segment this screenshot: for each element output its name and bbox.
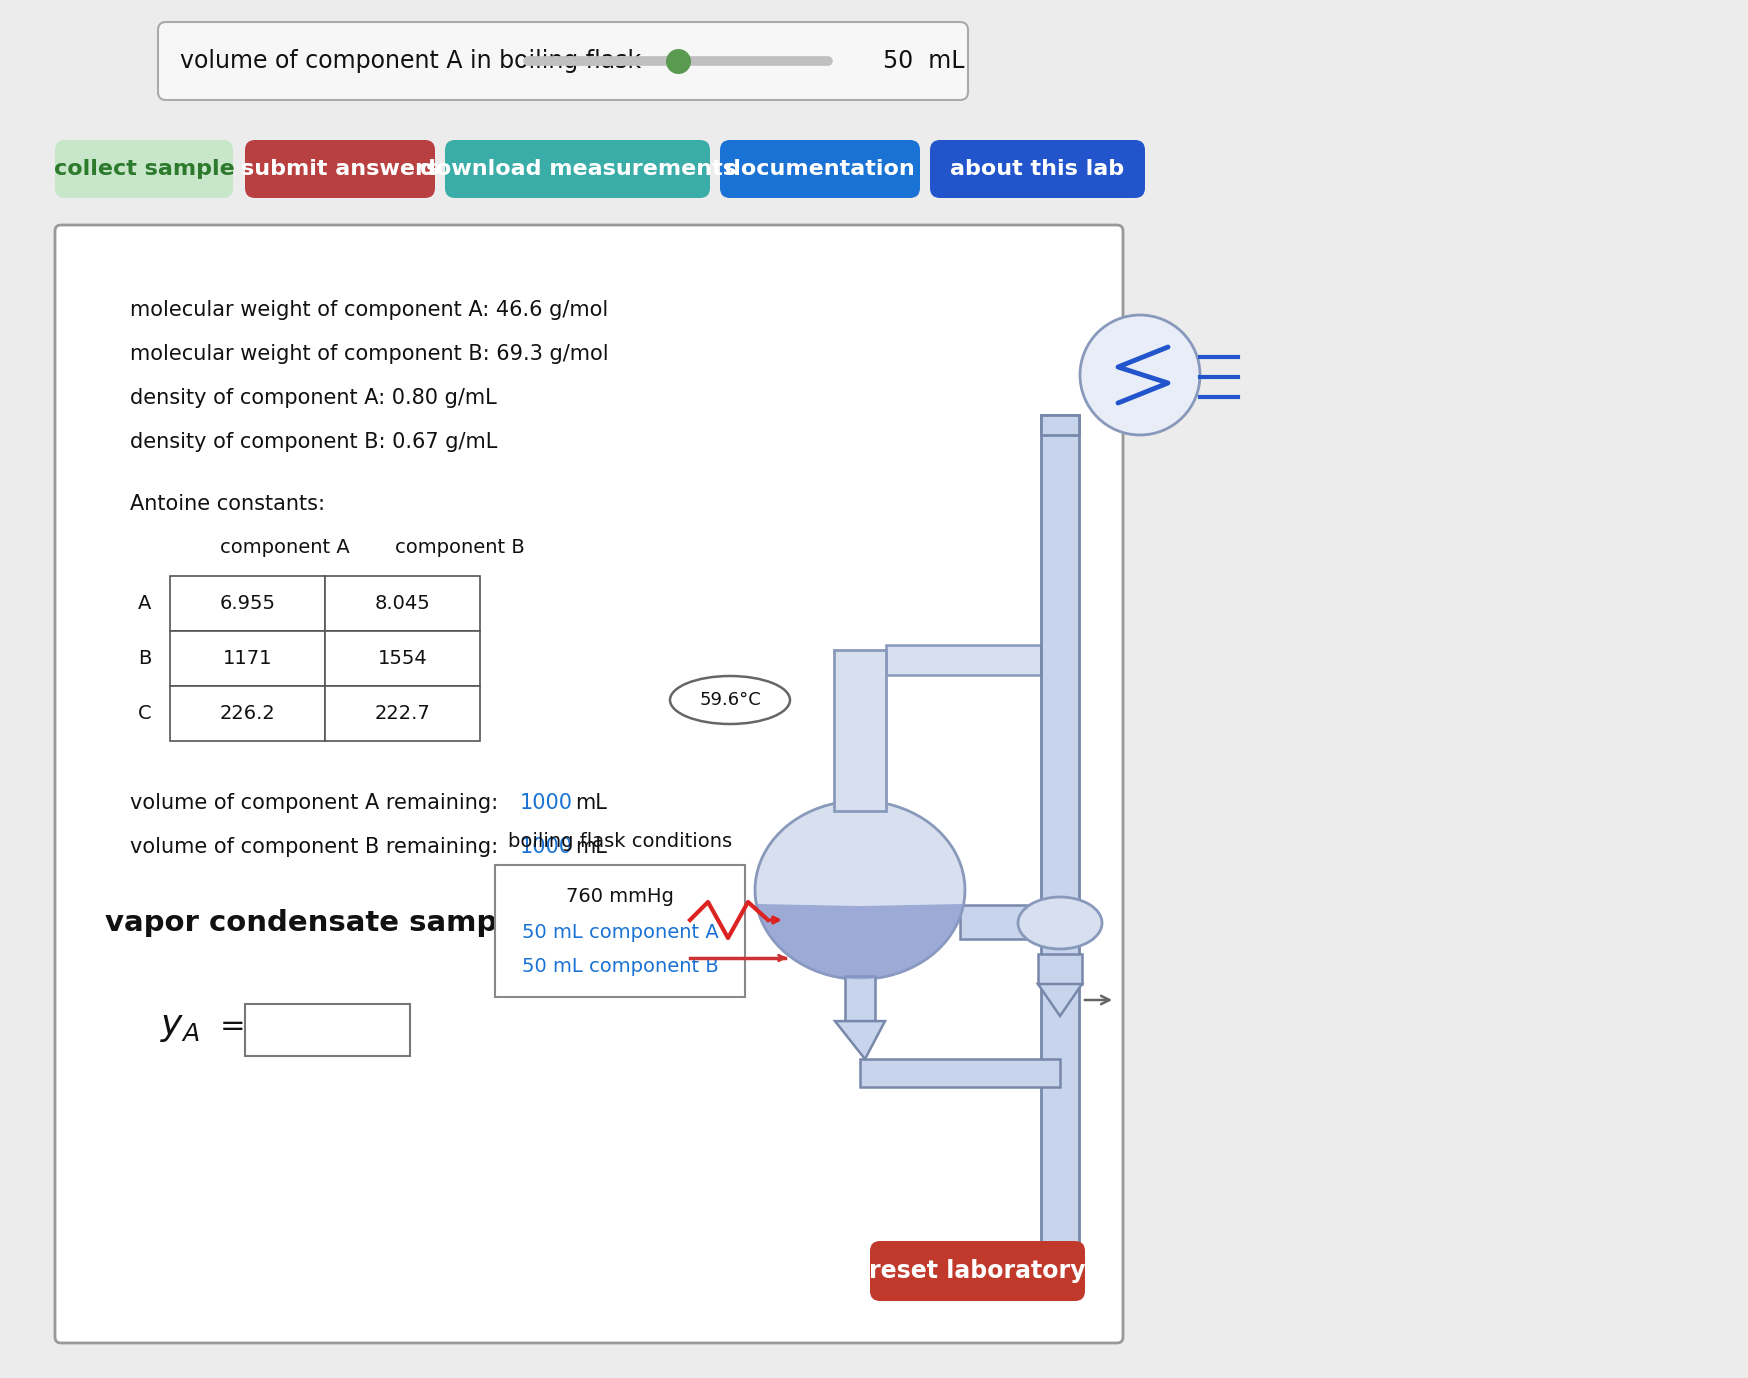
Text: 760 mmHg: 760 mmHg [566,887,675,907]
Bar [325,686,481,741]
FancyBboxPatch shape [930,141,1145,198]
FancyBboxPatch shape [157,22,968,101]
Text: component B: component B [395,537,524,557]
Text: density of component B: 0.67 g/mL: density of component B: 0.67 g/mL [129,431,498,452]
Text: $y_A$: $y_A$ [161,1010,199,1045]
Bar [1042,415,1079,435]
Text: 50 mL component B: 50 mL component B [521,956,718,976]
Bar [325,576,481,631]
Polygon shape [836,1021,884,1060]
Bar [170,576,325,631]
Text: download measurements: download measurements [420,158,736,179]
Text: density of component A: 0.80 g/mL: density of component A: 0.80 g/mL [129,389,496,408]
Text: 222.7: 222.7 [374,704,430,723]
FancyBboxPatch shape [54,141,232,198]
Bar [170,631,325,686]
Text: B: B [138,649,152,668]
Text: volume of component A remaining:: volume of component A remaining: [129,792,505,813]
Text: =: = [220,1013,246,1042]
FancyBboxPatch shape [720,141,919,198]
Text: submit answers: submit answers [241,158,439,179]
FancyBboxPatch shape [446,141,710,198]
Bar [170,686,325,741]
Text: 1000: 1000 [519,792,573,813]
FancyBboxPatch shape [871,1242,1086,1301]
Bar [495,865,745,998]
Text: 1000: 1000 [519,836,573,857]
Text: C: C [138,704,152,723]
Text: molecular weight of component B: 69.3 g/mol: molecular weight of component B: 69.3 g/… [129,344,608,364]
Polygon shape [755,801,965,980]
Text: A: A [138,594,152,613]
Text: component A: component A [220,537,350,557]
Text: boiling flask conditions: boiling flask conditions [509,832,732,852]
Text: 1554: 1554 [378,649,427,668]
Text: volume of component A in boiling flask: volume of component A in boiling flask [180,50,642,73]
Ellipse shape [669,677,790,723]
Text: mL: mL [575,792,607,813]
Text: about this lab: about this lab [951,158,1124,179]
Bar [1120,415,1159,430]
Ellipse shape [1017,897,1101,949]
Bar [1042,415,1079,1283]
Text: 50  mL: 50 mL [883,50,965,73]
Bar [886,645,1042,675]
Bar [960,905,1059,938]
Text: 226.2: 226.2 [220,704,276,723]
Circle shape [1080,316,1199,435]
Polygon shape [757,904,963,980]
Bar [834,650,886,812]
FancyBboxPatch shape [54,225,1122,1344]
FancyBboxPatch shape [245,141,435,198]
Bar [1038,954,1082,984]
Text: 8.045: 8.045 [374,594,430,613]
Text: collect sample: collect sample [54,158,234,179]
Text: 1171: 1171 [222,649,273,668]
Text: volume of component B remaining:: volume of component B remaining: [129,836,505,857]
Bar [860,1060,1059,1087]
Text: documentation: documentation [725,158,914,179]
Text: 50 mL component A: 50 mL component A [521,923,718,943]
Text: reset laboratory: reset laboratory [869,1259,1086,1283]
Bar [844,976,876,1021]
Bar [325,631,481,686]
Text: vapor condensate sample analysis:: vapor condensate sample analysis: [105,909,683,937]
Bar [245,1005,411,1056]
Text: Antoine constants:: Antoine constants: [129,493,325,514]
Text: 59.6°C: 59.6°C [699,690,760,710]
Text: mL: mL [575,836,607,857]
Text: molecular weight of component A: 46.6 g/mol: molecular weight of component A: 46.6 g/… [129,300,608,320]
Polygon shape [1038,984,1082,1016]
Text: 6.955: 6.955 [220,594,276,613]
